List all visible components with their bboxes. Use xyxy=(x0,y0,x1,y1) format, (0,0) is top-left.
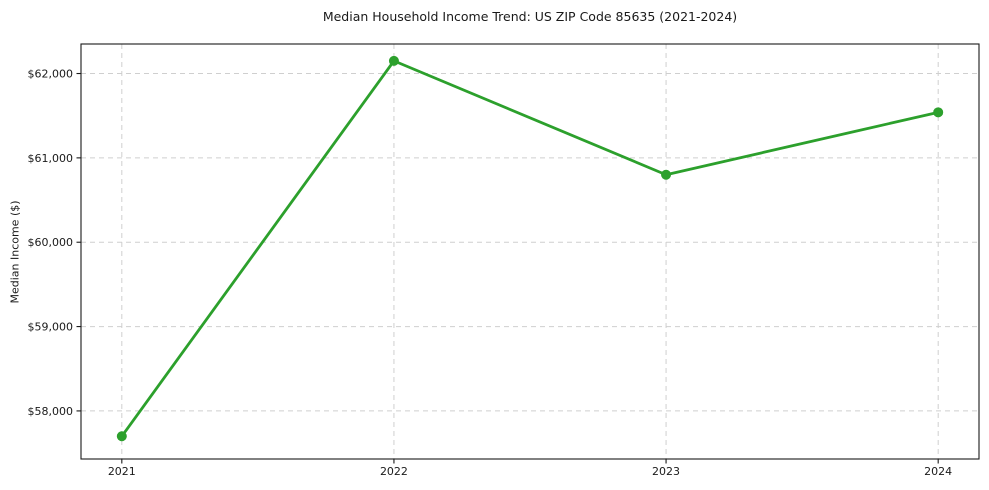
axis-ticks xyxy=(76,72,939,464)
data-point xyxy=(116,431,127,442)
data-point xyxy=(661,169,672,180)
x-tick-label: 2021 xyxy=(108,465,136,478)
gridlines xyxy=(81,44,979,459)
series-line xyxy=(120,59,940,438)
y-tick-label: $58,000 xyxy=(28,405,74,418)
data-point xyxy=(933,107,944,118)
x-tick-label: 2023 xyxy=(652,465,680,478)
y-tick-label: $60,000 xyxy=(28,236,74,249)
plot-border xyxy=(80,43,980,460)
y-tick-label: $59,000 xyxy=(28,321,74,334)
y-tick-label: $62,000 xyxy=(28,68,74,81)
chart-title: Median Household Income Trend: US ZIP Co… xyxy=(322,9,738,24)
y-tick-label: $61,000 xyxy=(28,152,74,165)
x-tick-label: 2024 xyxy=(924,465,952,478)
tick-labels: $58,000 $59,000 $60,000 $61,000 $62,000 2021 2… xyxy=(28,68,953,478)
data-point xyxy=(388,55,399,66)
y-axis-label: Median Income ($) xyxy=(8,200,22,304)
data-series xyxy=(116,55,944,442)
x-tick-label: 2022 xyxy=(380,465,408,478)
